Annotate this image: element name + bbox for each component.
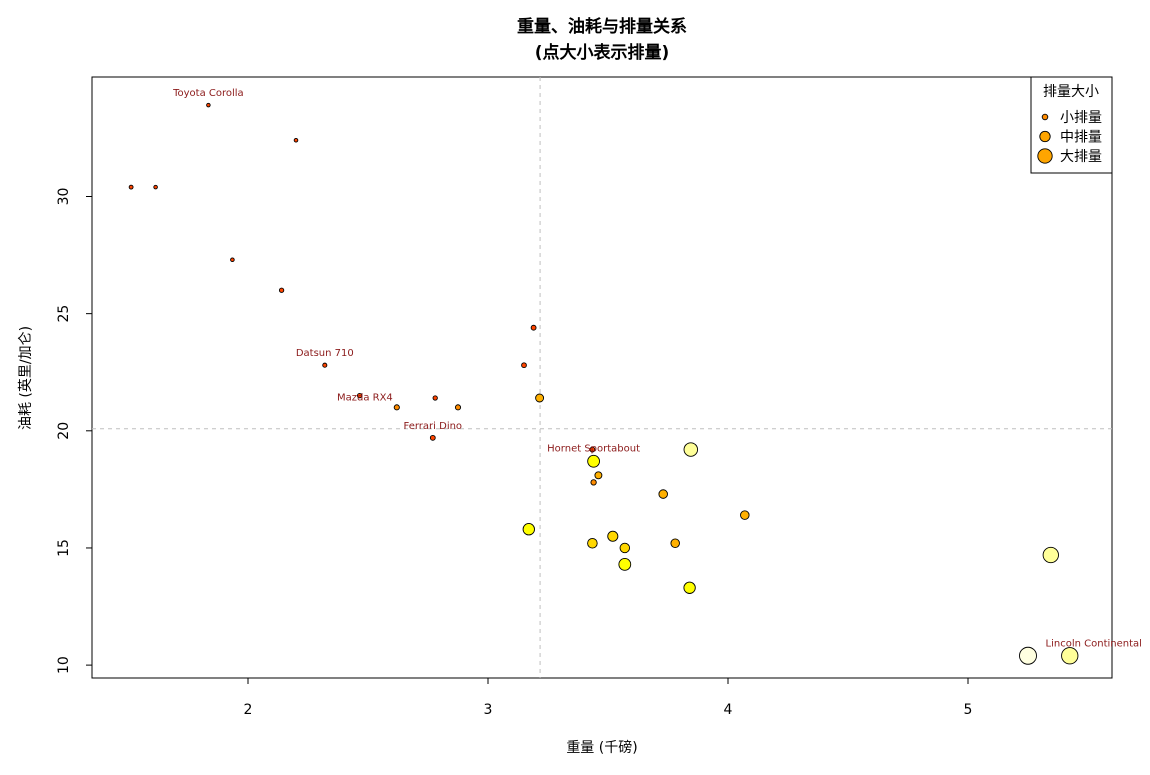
y-tick-label: 20 xyxy=(56,422,72,440)
data-point xyxy=(590,479,597,486)
y-tick-label: 30 xyxy=(56,188,72,206)
y-tick-label: 15 xyxy=(56,539,72,557)
x-tick-label: 4 xyxy=(724,702,733,718)
chart-subtitle: (点大小表示排量) xyxy=(535,42,670,63)
legend-label: 小排量 xyxy=(1060,110,1102,126)
chart-title: 重量、油耗与排量关系 xyxy=(517,16,687,37)
data-point xyxy=(454,404,462,411)
data-point xyxy=(522,523,535,536)
data-point xyxy=(128,184,134,190)
data-point xyxy=(429,434,436,441)
point-labels: Toyota Corolla Datsun 710 Mazda RX4 Ferrari… xyxy=(172,88,1142,650)
data-point xyxy=(740,510,750,520)
data-point xyxy=(594,471,603,480)
data-point xyxy=(535,393,545,403)
data-point xyxy=(1042,546,1059,564)
data-point xyxy=(521,362,527,369)
legend-marker xyxy=(1041,113,1049,121)
data-point xyxy=(432,395,438,401)
data-point xyxy=(530,324,537,331)
x-tick-label: 5 xyxy=(964,702,973,718)
data-point xyxy=(293,137,299,143)
data-point xyxy=(322,362,328,368)
data-point xyxy=(206,102,211,108)
x-tick-label: 3 xyxy=(484,702,493,718)
data-point xyxy=(278,287,285,293)
data-point xyxy=(618,557,632,571)
data-point xyxy=(393,404,400,411)
data-point xyxy=(589,446,596,453)
point-label: Hornet Sportabout xyxy=(547,443,640,454)
legend-title: 排量大小 xyxy=(1043,84,1099,100)
legend-marker xyxy=(1039,130,1051,143)
y-axis: 10 15 20 25 30 xyxy=(56,188,92,674)
data-point xyxy=(683,442,699,457)
x-axis: 2 3 4 5 xyxy=(244,678,973,718)
data-point xyxy=(356,393,363,399)
y-axis-label: 油耗 (英里/加仑) xyxy=(17,326,34,430)
point-label: Lincoln Continental xyxy=(1046,639,1142,650)
x-axis-label: 重量 (千磅) xyxy=(566,739,637,756)
point-label: Ferrari Dino xyxy=(404,421,463,432)
data-point xyxy=(683,581,696,594)
point-label: Toyota Corolla xyxy=(172,88,244,99)
point-label: Mazda RX4 xyxy=(337,392,393,403)
data-point xyxy=(230,257,235,263)
data-point xyxy=(1019,646,1037,665)
legend-label: 大排量 xyxy=(1060,149,1102,165)
data-point xyxy=(619,542,631,554)
plot-frame xyxy=(91,76,1113,679)
x-tick-label: 2 xyxy=(244,702,253,718)
data-point xyxy=(153,184,158,190)
data-point xyxy=(1061,647,1079,665)
data-point xyxy=(670,538,680,549)
legend-marker xyxy=(1037,148,1053,164)
y-tick-label: 10 xyxy=(56,656,72,674)
y-tick-label: 25 xyxy=(56,305,72,323)
data-points xyxy=(128,102,1079,665)
data-point xyxy=(658,489,668,499)
data-point xyxy=(587,538,598,549)
data-point xyxy=(607,530,619,542)
data-point xyxy=(587,454,600,468)
legend-label: 中排量 xyxy=(1060,130,1102,146)
point-label: Datsun 710 xyxy=(296,348,354,359)
